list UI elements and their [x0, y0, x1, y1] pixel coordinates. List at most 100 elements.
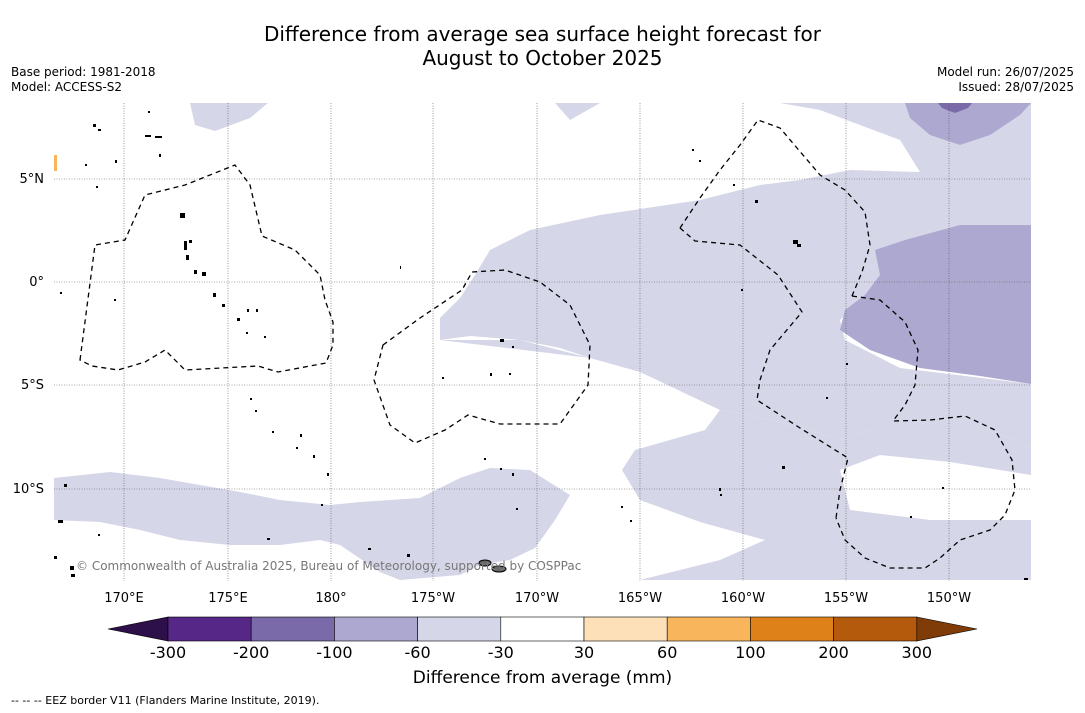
anomaly-region-equatorial	[440, 340, 1031, 580]
colorbar-segment	[583, 616, 668, 642]
island	[630, 520, 632, 522]
island	[327, 473, 329, 476]
island	[400, 266, 401, 269]
island	[368, 548, 371, 550]
colorbar-extend-min	[107, 616, 169, 642]
colorbar-segment	[750, 616, 834, 642]
island	[407, 554, 410, 557]
island	[148, 111, 150, 113]
lon-label: 175°E	[208, 591, 248, 606]
island	[256, 309, 258, 312]
lon-label: 170°W	[515, 591, 559, 606]
colorbar-segment	[666, 616, 751, 642]
base-info: Base period: 1981-2018 Model: ACCESS-S2	[11, 65, 156, 95]
map-title: Difference from average sea surface heig…	[0, 22, 1085, 70]
island	[255, 410, 257, 412]
title-line-2: August to October 2025	[422, 46, 663, 70]
island	[71, 574, 75, 577]
island	[64, 484, 67, 487]
eez-border-phoenix-islands	[373, 269, 591, 444]
island	[484, 458, 486, 460]
island-orange-marker	[54, 155, 57, 171]
island	[720, 494, 722, 496]
island	[313, 455, 315, 458]
island	[114, 299, 116, 301]
anomaly-region-north-east	[440, 103, 1031, 448]
island	[782, 466, 785, 469]
graticule	[54, 103, 1031, 581]
island	[247, 309, 249, 312]
eez-border-tuvalu-kiribati-west	[79, 164, 334, 373]
island	[194, 270, 197, 274]
island	[512, 473, 514, 476]
colorbar-segment	[334, 616, 418, 642]
island	[442, 377, 444, 379]
eez-footnote: -- -- -- EEZ border V11 (Flanders Marine…	[11, 694, 320, 707]
lon-label: 170°E	[104, 591, 144, 606]
colorbar: -300 -200 -100 -60 -30 30 60 100 200 300	[107, 616, 978, 662]
island	[246, 332, 248, 334]
colorbar-tick-label: 100	[735, 643, 766, 662]
run-info: Model run: 26/07/2025 Issued: 28/07/2025	[937, 65, 1074, 95]
island	[500, 468, 502, 470]
island	[826, 397, 828, 399]
lon-label: 175°W	[411, 591, 455, 606]
island	[54, 556, 57, 559]
lon-label: 155°W	[824, 591, 868, 606]
island	[186, 255, 189, 260]
colorbar-segment	[250, 616, 335, 642]
eez-borders	[79, 119, 1016, 569]
lat-label-5n: 5°N	[20, 172, 45, 187]
island	[213, 293, 216, 297]
lon-label: 150°W	[927, 591, 971, 606]
colorbar-tick-label: 200	[818, 643, 849, 662]
island	[512, 346, 514, 348]
islands	[54, 111, 1028, 580]
lat-label-0: 0°	[29, 275, 44, 290]
island	[264, 336, 266, 338]
island	[733, 184, 735, 186]
island	[145, 135, 151, 137]
island	[58, 520, 63, 523]
island-large	[491, 565, 507, 573]
colorbar-tick-label: -300	[150, 643, 186, 662]
base-period: Base period: 1981-2018	[11, 65, 156, 79]
island	[93, 124, 96, 127]
lon-label: 160°W	[721, 591, 765, 606]
title-line-1: Difference from average sea surface heig…	[263, 22, 822, 46]
island	[621, 506, 623, 508]
island	[115, 160, 117, 163]
anomaly-region-strong-north	[905, 103, 1031, 145]
island	[184, 241, 187, 250]
island	[85, 164, 87, 166]
island	[741, 289, 743, 291]
colorbar-tick-label: -100	[316, 643, 352, 662]
eez-border-line-islands-south	[679, 227, 849, 519]
anomaly-region-north-west	[190, 103, 268, 131]
colorbar-tick-label: -30	[488, 643, 514, 662]
island-large	[478, 559, 492, 567]
axis-labels: 5°N 0° 5°S 10°S 170°E 175°E 180° 175°W 1…	[13, 172, 972, 606]
eez-border-line-islands	[679, 119, 871, 297]
island	[719, 488, 721, 491]
eez-border-french-polynesia	[835, 295, 1016, 569]
lon-label: 165°W	[618, 591, 662, 606]
colorbar-segment	[417, 616, 502, 642]
lat-label-10s: 10°S	[13, 482, 44, 497]
island	[516, 508, 518, 510]
colorbar-tick-label: -200	[233, 643, 269, 662]
issued-date: Issued: 28/07/2025	[958, 80, 1074, 94]
model-run: Model run: 26/07/2025	[936, 65, 1074, 79]
island	[96, 186, 98, 188]
island	[490, 373, 492, 376]
colorbar-segment	[833, 616, 918, 642]
island	[300, 434, 302, 437]
colorbar-tick-label: 30	[574, 643, 594, 662]
island	[942, 487, 944, 489]
colorbar-segment	[500, 616, 585, 642]
island	[98, 534, 100, 536]
colorbar-extend-max	[916, 616, 978, 642]
anomaly-region-strong-east	[840, 225, 1031, 384]
lat-label-5s: 5°S	[21, 378, 44, 393]
